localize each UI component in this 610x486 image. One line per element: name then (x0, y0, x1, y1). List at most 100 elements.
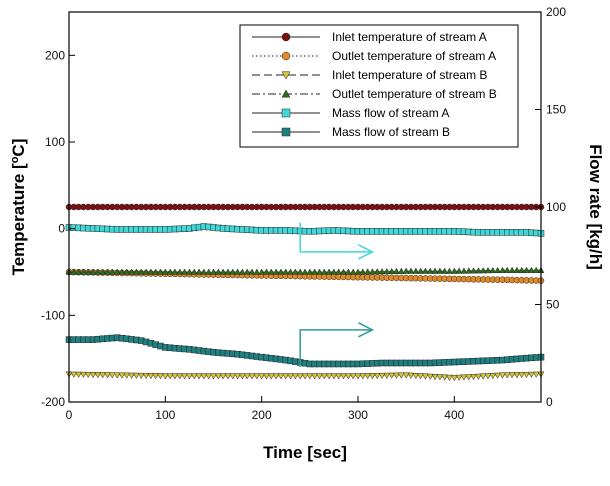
series-3-point (291, 373, 299, 380)
series-3-point (205, 373, 213, 380)
series-3-point (118, 372, 126, 379)
y-left-tick-label: 0 (58, 222, 65, 236)
series-3-point (484, 373, 492, 380)
series-3 (65, 371, 545, 382)
x-tick-label: 300 (348, 408, 368, 422)
series-4-point (267, 268, 275, 275)
series-3-point (344, 373, 352, 380)
series-4-point (161, 268, 169, 275)
series-3-point (133, 372, 140, 379)
series-4-point (306, 268, 314, 275)
series-1-markers (65, 203, 545, 211)
series-4-point (455, 267, 463, 274)
series-4-point (224, 268, 232, 275)
series-3-point (113, 372, 121, 379)
series-3-point (441, 374, 449, 381)
y-right-tick-label: 150 (546, 103, 566, 117)
series-4-point (70, 268, 78, 275)
legend-label: Inlet temperature of stream B (332, 68, 487, 82)
series-3-point (210, 373, 217, 380)
series-4-point (489, 266, 497, 274)
series-3-markers (65, 371, 545, 382)
axis-arrow-1 (299, 222, 375, 260)
series-3-point (224, 373, 232, 380)
series-4-point (364, 268, 372, 275)
series-3-point (402, 372, 410, 379)
series-3-point (80, 371, 87, 379)
series-3-point (354, 373, 362, 380)
y-left-tick-label: -200 (41, 395, 65, 409)
series-3-point (248, 373, 256, 380)
series-4-point (378, 268, 386, 275)
series-3-point (258, 373, 266, 380)
series-3-point (378, 372, 386, 380)
series-4-point (291, 268, 299, 275)
series-4-point (320, 268, 328, 275)
series-4-point (181, 268, 189, 275)
series-3-point (282, 373, 290, 380)
series-4-point (508, 266, 516, 273)
series-3-point (465, 374, 473, 381)
series-3-point (181, 373, 189, 380)
y-right-tick-label: 100 (546, 200, 566, 214)
series-4-point (316, 268, 323, 275)
series-4-point (426, 267, 434, 274)
series-3-point (84, 371, 92, 379)
series-4-point (272, 268, 280, 275)
series-3-point (185, 373, 193, 380)
series-4-point (465, 267, 473, 274)
series-3-point (166, 373, 174, 380)
legend-label: Outlet temperature of stream B (332, 87, 497, 101)
series-3-point (89, 372, 97, 379)
series-4-point (263, 268, 270, 275)
legend: Inlet temperature of stream A Outlet temp… (239, 24, 519, 148)
series-3-point (359, 373, 367, 380)
series-3-point (142, 373, 150, 380)
series-4-point (258, 268, 266, 275)
series-3-point (421, 373, 429, 380)
series-3-point (474, 373, 482, 380)
series-4-point (210, 268, 217, 275)
series-4-point (527, 266, 535, 273)
series-3-point (508, 372, 516, 379)
series-3-point (128, 372, 136, 379)
series-3-point (503, 372, 511, 379)
series-3-point (364, 373, 372, 380)
series-5-markers (65, 223, 545, 237)
x-tick-label: 400 (444, 408, 464, 422)
series-3-point (301, 373, 309, 380)
series-3-point (388, 372, 396, 379)
series-3-point (152, 373, 160, 380)
series-4-point (99, 268, 107, 275)
y-right-tick-label: 50 (546, 298, 560, 312)
series-4-point (118, 268, 126, 275)
series-3-point (426, 373, 434, 380)
series-3-point (108, 372, 116, 379)
series-3-point (176, 373, 184, 380)
x-tick-label: 200 (252, 408, 272, 422)
series-4-point (190, 268, 198, 275)
series-3-point (349, 373, 357, 380)
series-4-point (248, 268, 256, 275)
series-4-point (335, 268, 343, 275)
y-axis-left-title-sup: o (9, 156, 21, 163)
series-4-point (354, 268, 362, 275)
series-3-point (238, 373, 246, 380)
y-left-tick-label: 200 (45, 48, 65, 62)
series-4-point (171, 268, 179, 275)
series-4-point (123, 268, 131, 275)
legend-item: Outlet temperature of stream A (252, 49, 496, 63)
series-4-point (349, 268, 357, 275)
y-left-tick-label: -100 (41, 308, 65, 322)
series-3-point (523, 371, 530, 379)
series-4-point (369, 268, 376, 275)
y-right-tick-label: 0 (546, 395, 553, 409)
series-3-point (335, 373, 343, 380)
series-3-point (340, 373, 347, 380)
axis-ticks: 0 100 200 300 400 -200 -100 0 100 200 0 50 100 150 200 (41, 5, 566, 422)
series-4-point (89, 268, 97, 275)
series-4-point (147, 268, 155, 275)
y-axis-left-title-suffix: C] (9, 139, 28, 157)
series-3-point (296, 373, 304, 380)
